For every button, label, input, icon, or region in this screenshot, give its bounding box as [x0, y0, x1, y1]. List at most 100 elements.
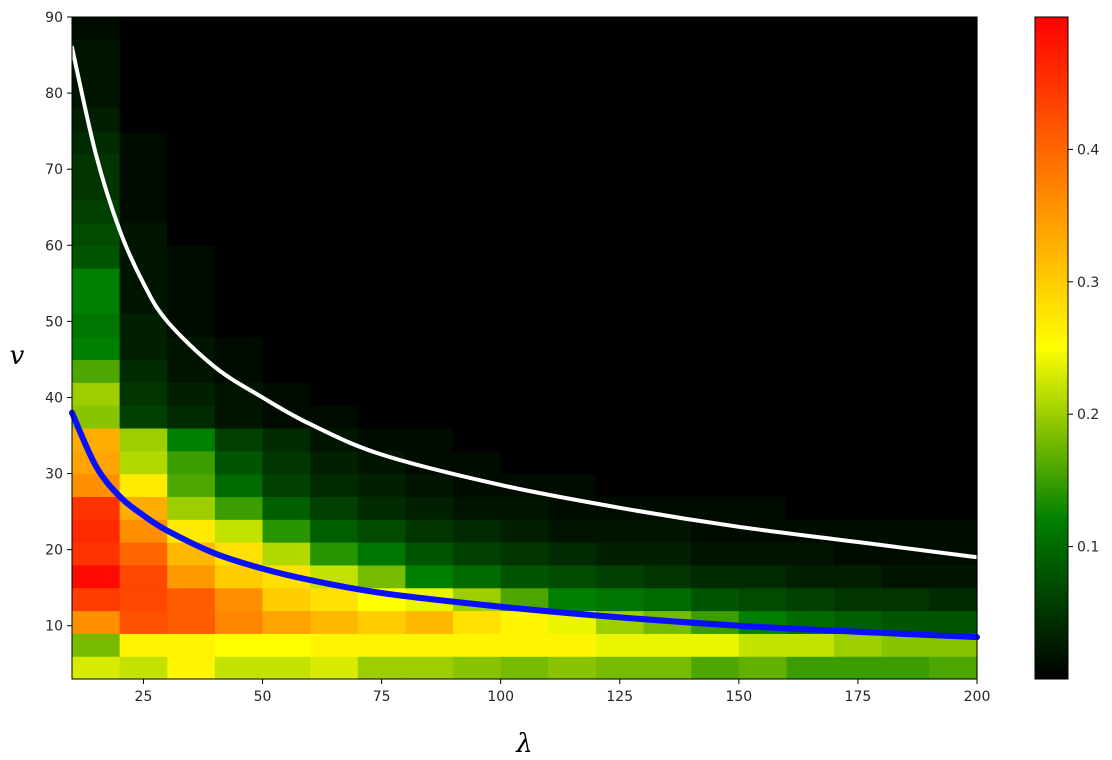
heatmap-cell	[262, 39, 311, 64]
heatmap-cell	[500, 427, 549, 452]
heatmap-cell	[881, 39, 930, 64]
heatmap-cell	[214, 450, 264, 475]
heatmap-cell	[881, 519, 930, 543]
heatmap-cell	[262, 199, 311, 224]
heatmap-cell	[738, 473, 788, 497]
heatmap-cell	[357, 564, 407, 589]
heatmap-cell	[405, 610, 454, 634]
heatmap-cell	[119, 153, 168, 178]
heatmap-cell	[405, 245, 454, 269]
plot-frame	[71, 16, 978, 680]
heatmap-cell	[310, 176, 359, 201]
heatmap-cell	[119, 473, 168, 497]
heatmap-cell	[72, 176, 121, 201]
heatmap-cell	[786, 633, 835, 657]
x-axis: 25 50 75 100 125 150 175 200	[135, 679, 990, 705]
heatmap-cell	[500, 17, 549, 41]
heatmap-cell	[691, 85, 740, 109]
heatmap-cell	[214, 313, 264, 338]
heatmap-cell	[738, 222, 788, 246]
heatmap-cell	[500, 313, 549, 338]
heatmap-cell	[548, 85, 597, 109]
heatmap-cell	[643, 290, 692, 315]
heatmap-cell	[929, 222, 978, 246]
heatmap-cell	[691, 108, 740, 132]
heatmap-cell	[262, 176, 311, 201]
heatmap-cell	[929, 610, 978, 634]
heatmap-cell	[310, 62, 359, 87]
y-tick-label: 60	[45, 238, 63, 254]
heatmap-cell	[453, 85, 502, 109]
curve-layer	[69, 45, 980, 641]
heatmap-cell	[691, 382, 740, 406]
heatmap-cell	[738, 336, 788, 361]
x-tick-label: 100	[487, 689, 514, 705]
heatmap-cell	[214, 382, 264, 406]
heatmap-cell	[167, 222, 216, 246]
heatmap-cell	[500, 176, 549, 201]
heatmap-cell	[167, 587, 216, 612]
heatmap-cell	[929, 245, 978, 269]
heatmap-cell	[214, 17, 264, 41]
heatmap-cell	[405, 268, 454, 292]
heatmap-cell	[643, 405, 692, 429]
heatmap-cell	[786, 153, 835, 178]
heatmap-cell	[500, 656, 549, 680]
heatmap-cell	[643, 427, 692, 452]
heatmap-cell	[881, 313, 930, 338]
heatmap-cell	[643, 473, 692, 497]
heatmap-cell	[500, 382, 549, 406]
heatmap-cell	[262, 153, 311, 178]
heatmap-cell	[72, 519, 121, 543]
heatmap-cell	[595, 85, 645, 109]
heatmap-cell	[929, 108, 978, 132]
heatmap-cell	[548, 427, 597, 452]
heatmap-cell	[929, 313, 978, 338]
heatmap-cell	[929, 382, 978, 406]
heatmap-cell	[643, 153, 692, 178]
heatmap-cell	[405, 496, 454, 520]
heatmap-cell	[310, 268, 359, 292]
heatmap-cell	[72, 62, 121, 87]
heatmap-cell	[738, 405, 788, 429]
heatmap-cell	[834, 153, 883, 178]
heatmap-cell	[595, 108, 645, 132]
heatmap-cell	[548, 633, 597, 657]
heatmap-cell	[929, 496, 978, 520]
heatmap-cell	[834, 542, 883, 566]
heatmap-cell	[405, 313, 454, 338]
heatmap-cell	[500, 108, 549, 132]
heatmap-cell	[500, 153, 549, 178]
heatmap-cell	[167, 473, 216, 497]
heatmap-cell	[310, 519, 359, 543]
heatmap-cell	[453, 450, 502, 475]
heatmap-cell	[262, 17, 311, 41]
heatmap-cell	[786, 564, 835, 589]
x-tick-label: 150	[725, 689, 752, 705]
heatmap-cell	[405, 564, 454, 589]
heatmap-cell	[310, 473, 359, 497]
heatmap-cell	[834, 382, 883, 406]
heatmap-cell	[357, 39, 407, 64]
heatmap-cell	[214, 131, 264, 155]
heatmap-cell	[738, 587, 788, 612]
heatmap-cell	[72, 564, 121, 589]
heatmap-cell	[595, 405, 645, 429]
heatmap-cell	[262, 587, 311, 612]
heatmap-cell	[500, 564, 549, 589]
heatmap-cell	[357, 131, 407, 155]
heatmap-cell	[881, 176, 930, 201]
heatmap-cell	[691, 199, 740, 224]
heatmap-cell	[119, 17, 168, 41]
heatmap-cell	[500, 336, 549, 361]
heatmap-cell	[738, 153, 788, 178]
heatmap-cell	[119, 610, 168, 634]
heatmap-cell	[881, 382, 930, 406]
heatmap-cell	[167, 131, 216, 155]
heatmap-cell	[595, 382, 645, 406]
y-tick-label: 10	[45, 619, 63, 635]
heatmap-cell	[167, 359, 216, 383]
heatmap-cell	[167, 313, 216, 338]
heatmap-cell	[500, 496, 549, 520]
heatmap-cell	[405, 199, 454, 224]
